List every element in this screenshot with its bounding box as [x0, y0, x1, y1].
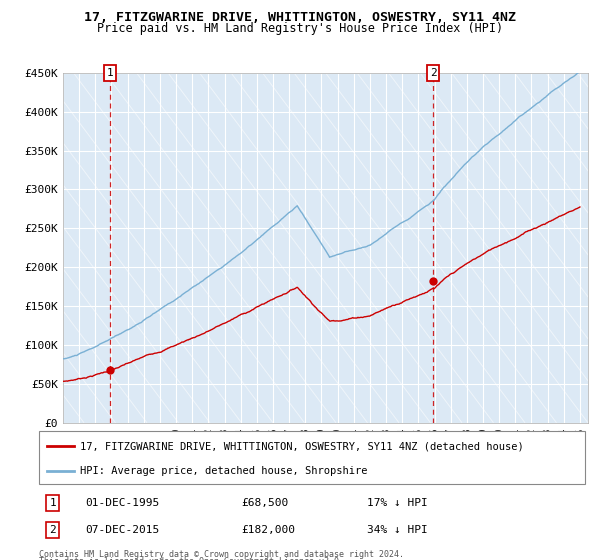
Text: 01-DEC-1995: 01-DEC-1995 [85, 498, 160, 508]
Text: 2: 2 [430, 68, 437, 78]
Text: This data is licensed under the Open Government Licence v3.0.: This data is licensed under the Open Gov… [39, 557, 344, 560]
Text: Price paid vs. HM Land Registry's House Price Index (HPI): Price paid vs. HM Land Registry's House … [97, 22, 503, 35]
Text: 34% ↓ HPI: 34% ↓ HPI [367, 525, 427, 535]
Text: 17% ↓ HPI: 17% ↓ HPI [367, 498, 427, 508]
Text: 17, FITZGWARINE DRIVE, WHITTINGTON, OSWESTRY, SY11 4NZ: 17, FITZGWARINE DRIVE, WHITTINGTON, OSWE… [84, 11, 516, 24]
Text: 07-DEC-2015: 07-DEC-2015 [85, 525, 160, 535]
Text: £182,000: £182,000 [241, 525, 295, 535]
Text: 1: 1 [49, 498, 56, 508]
Text: HPI: Average price, detached house, Shropshire: HPI: Average price, detached house, Shro… [80, 466, 367, 476]
Text: 2: 2 [49, 525, 56, 535]
Text: £68,500: £68,500 [241, 498, 288, 508]
Text: 1: 1 [107, 68, 113, 78]
Text: Contains HM Land Registry data © Crown copyright and database right 2024.: Contains HM Land Registry data © Crown c… [39, 550, 404, 559]
Text: 17, FITZGWARINE DRIVE, WHITTINGTON, OSWESTRY, SY11 4NZ (detached house): 17, FITZGWARINE DRIVE, WHITTINGTON, OSWE… [80, 441, 524, 451]
